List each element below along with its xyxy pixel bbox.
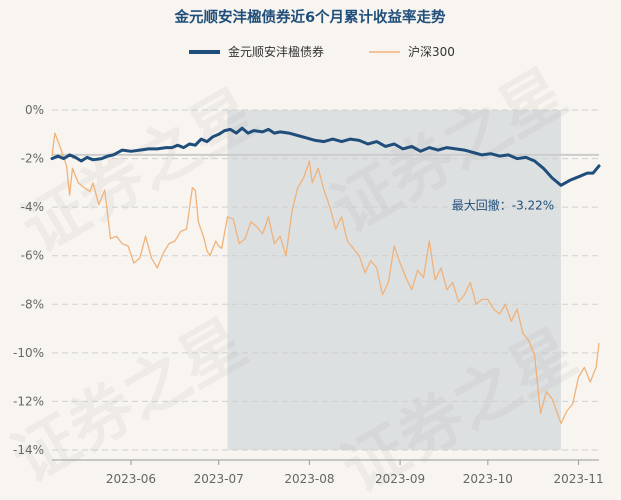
legend: 金元顺安沣楹债券 沪深300 [189, 44, 455, 59]
chart-title: 金元顺安沣楹债券近6个月累计收益率走势 [173, 8, 446, 26]
series-line-index [51, 132, 600, 424]
x-axis-ticks: 2023-06 2023-07 2023-08 2023-09 2023-10 2023-… [106, 460, 604, 486]
y-tick-label: -6% [21, 249, 44, 263]
x-tick-label: 2023-09 [375, 472, 425, 486]
max-drawdown-label: 最大回撤：-3.22% [452, 197, 554, 212]
y-tick-label: -4% [21, 200, 44, 214]
y-tick-label: -14% [13, 443, 44, 457]
max-drawdown-region [227, 110, 561, 450]
x-tick-label: 2023-11 [553, 472, 603, 486]
legend-label-fund: 金元顺安沣楹债券 [228, 44, 324, 59]
y-tick-label: 0% [25, 103, 44, 117]
x-tick-label: 2023-10 [463, 472, 513, 486]
legend-label-index: 沪深300 [408, 45, 455, 59]
y-tick-label: -8% [21, 297, 44, 311]
y-tick-label: -2% [21, 152, 44, 166]
series-line-fund [50, 126, 601, 187]
x-tick-label: 2023-08 [284, 472, 334, 486]
y-tick-label: -10% [13, 346, 44, 360]
y-axis-ticks: 0% -2% -4% -6% -8% -10% -12% -14% [13, 103, 44, 457]
y-tick-label: -12% [13, 394, 44, 408]
x-tick-label: 2023-06 [106, 472, 156, 486]
grid-lines [52, 109, 599, 451]
x-tick-label: 2023-07 [194, 472, 244, 486]
